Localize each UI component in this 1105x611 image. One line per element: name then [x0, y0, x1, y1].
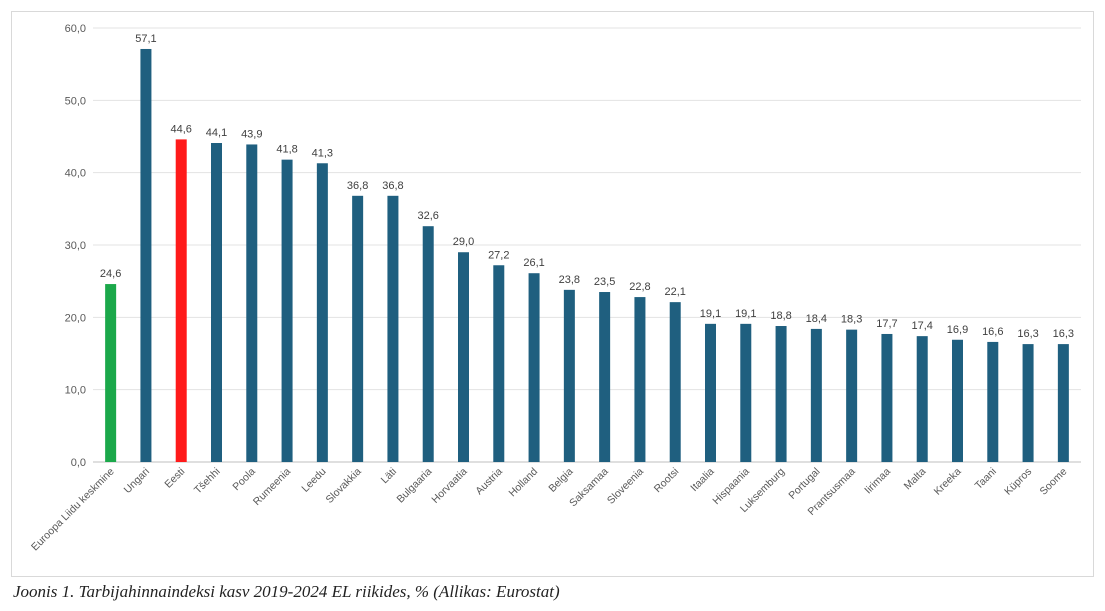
bar — [352, 195, 364, 462]
category-label: Slovakkia — [323, 466, 363, 506]
data-label: 18,4 — [806, 313, 827, 325]
bars — [105, 48, 1069, 463]
category-label: Bulgaaria — [394, 466, 434, 506]
category-label: Sloveenia — [605, 466, 646, 507]
bar — [563, 289, 575, 462]
bar — [599, 292, 611, 462]
data-label: 19,1 — [735, 308, 756, 320]
bar — [458, 252, 469, 462]
category-label: Ungari — [122, 466, 152, 496]
bar — [211, 143, 222, 462]
data-label: 32,6 — [418, 210, 439, 222]
bar — [775, 326, 787, 462]
category-label: Holland — [507, 466, 541, 500]
category-label: Tšehhi — [192, 466, 223, 497]
y-tick-label: 30,0 — [65, 240, 86, 252]
bar — [493, 265, 505, 462]
category-label: Rumeenia — [251, 466, 293, 508]
figure-caption: Joonis 1. Tarbijahinnaindeksi kasv 2019-… — [13, 582, 560, 601]
data-label: 36,8 — [347, 180, 368, 192]
data-label: 16,6 — [982, 326, 1003, 338]
category-label: Eesti — [162, 466, 187, 491]
data-label: 17,4 — [912, 320, 933, 332]
category-label: Soome — [1037, 466, 1069, 498]
category-label: Malta — [902, 466, 929, 493]
data-label: 22,1 — [665, 286, 686, 298]
bar — [916, 336, 928, 462]
gridlines — [93, 27, 1081, 463]
category-label: Itaalia — [688, 466, 716, 494]
bar — [140, 48, 152, 463]
data-label: 26,1 — [523, 257, 544, 269]
y-tick-label: 0,0 — [71, 457, 86, 469]
category-label: Leedu — [299, 466, 328, 495]
y-tick-label: 10,0 — [65, 385, 86, 397]
y-tick-label: 40,0 — [65, 168, 86, 180]
data-label: 36,8 — [382, 180, 403, 192]
bar — [387, 195, 399, 462]
bar — [846, 329, 858, 462]
bar — [705, 323, 716, 462]
category-label: Poola — [230, 466, 258, 494]
bar — [281, 159, 293, 462]
data-label: 27,2 — [488, 249, 509, 261]
data-labels: 24,6 57,1 44,6 44,1 43,9 41,8 41,3 36,8 36,8 32,6… — [100, 33, 1074, 340]
y-axis: 0,0 10,0 20,0 30,0 40,0 50,0 60,0 — [65, 23, 86, 469]
category-label: Kreeka — [932, 466, 964, 498]
category-label: Portugal — [786, 466, 822, 502]
category-label: Rootsi — [652, 466, 682, 496]
category-label: Taani — [973, 466, 999, 492]
bar-chart: 0,0 10,0 20,0 30,0 40,0 50,0 60,0 24,6 57,1 44,6… — [29, 23, 1081, 554]
bar — [422, 226, 434, 462]
bar — [669, 302, 681, 462]
category-label: Horvaatia — [429, 466, 469, 506]
bar — [105, 284, 117, 462]
data-label: 43,9 — [241, 128, 262, 140]
bar — [1022, 344, 1034, 462]
category-label: Euroopa Liidu keskmine — [29, 466, 117, 554]
bar — [175, 139, 187, 462]
category-label: Saksamaa — [567, 466, 611, 510]
bar — [952, 339, 963, 462]
bar — [1057, 344, 1069, 462]
x-axis-categories: Euroopa Liidu keskmine Ungari Eesti Tšehhi P… — [29, 466, 1070, 554]
category-label: Belgia — [546, 466, 575, 495]
data-label: 18,8 — [770, 310, 791, 322]
category-label: Läti — [379, 466, 399, 486]
data-label: 41,8 — [276, 144, 297, 156]
y-tick-label: 20,0 — [65, 312, 86, 324]
data-label: 44,1 — [206, 127, 227, 139]
data-label: 18,3 — [841, 314, 862, 326]
bar — [528, 273, 540, 462]
category-label: Austria — [473, 466, 505, 498]
data-label: 23,5 — [594, 276, 615, 288]
data-label: 41,3 — [312, 147, 333, 159]
data-label: 16,9 — [947, 324, 968, 336]
data-label: 44,6 — [171, 123, 192, 135]
bar — [881, 333, 893, 462]
data-label: 24,6 — [100, 268, 121, 280]
category-label: Iirimaa — [862, 466, 893, 497]
data-label: 16,3 — [1017, 328, 1038, 340]
data-label: 29,0 — [453, 236, 474, 248]
y-tick-label: 60,0 — [65, 23, 86, 35]
y-tick-label: 50,0 — [65, 95, 86, 107]
data-label: 17,7 — [876, 318, 897, 330]
category-label: Küpros — [1002, 466, 1034, 498]
data-label: 23,8 — [559, 274, 580, 286]
bar — [810, 328, 822, 462]
bar — [246, 144, 258, 462]
data-label: 19,1 — [700, 308, 721, 320]
data-label: 22,8 — [629, 281, 650, 293]
data-label: 57,1 — [135, 33, 156, 45]
data-label: 16,3 — [1053, 328, 1074, 340]
bar — [316, 163, 328, 462]
chart-frame: 0,0 10,0 20,0 30,0 40,0 50,0 60,0 24,6 57,1 44,6… — [11, 11, 1094, 577]
bar — [987, 341, 999, 462]
bar — [740, 323, 752, 462]
bar — [634, 297, 646, 462]
